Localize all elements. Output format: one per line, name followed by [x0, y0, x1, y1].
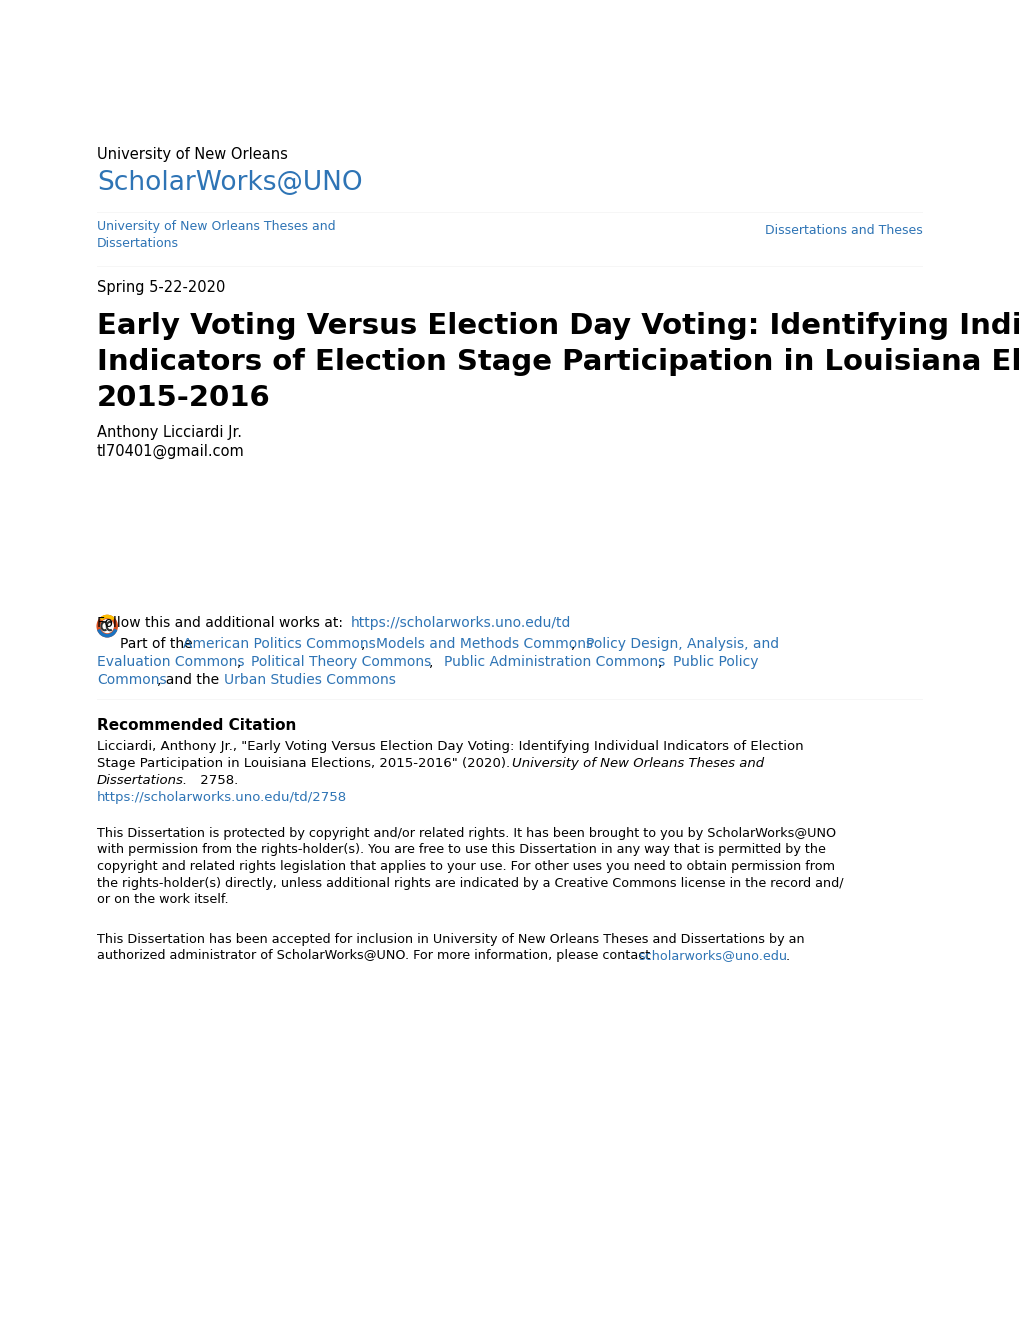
Text: authorized administrator of ScholarWorks@UNO. For more information, please conta: authorized administrator of ScholarWorks… [97, 949, 653, 962]
Text: Models and Methods Commons: Models and Methods Commons [376, 638, 592, 651]
Text: Dissertations: Dissertations [97, 238, 178, 249]
Text: Dissertations and Theses: Dissertations and Theses [764, 224, 922, 238]
Text: Part of the: Part of the [120, 638, 197, 651]
Wedge shape [100, 615, 115, 620]
Text: This Dissertation is protected by copyright and/or related rights. It has been b: This Dissertation is protected by copyri… [97, 828, 836, 840]
Text: https://scholarworks.uno.edu/td: https://scholarworks.uno.edu/td [351, 616, 571, 630]
Text: Anthony Licciardi Jr.: Anthony Licciardi Jr. [97, 425, 242, 440]
Text: University of New Orleans Theses and: University of New Orleans Theses and [97, 220, 335, 234]
Text: Urban Studies Commons: Urban Studies Commons [224, 673, 395, 686]
Text: copyright and related rights legislation that applies to your use. For other use: copyright and related rights legislation… [97, 861, 835, 873]
Text: ,: , [361, 638, 370, 651]
Text: scholarworks@uno.edu: scholarworks@uno.edu [637, 949, 787, 962]
Text: the rights-holder(s) directly, unless additional rights are indicated by a Creat: the rights-holder(s) directly, unless ad… [97, 876, 843, 890]
Text: This Dissertation has been accepted for inclusion in University of New Orleans T: This Dissertation has been accepted for … [97, 933, 804, 946]
Text: .: . [786, 949, 790, 962]
Text: with permission from the rights-holder(s). You are free to use this Dissertation: with permission from the rights-holder(s… [97, 843, 825, 857]
Text: Political Theory Commons: Political Theory Commons [251, 655, 431, 669]
Text: ,: , [236, 655, 246, 669]
Text: ScholarWorks@UNO: ScholarWorks@UNO [97, 170, 363, 195]
Text: Dissertations.: Dissertations. [97, 774, 187, 787]
Text: Recommended Citation: Recommended Citation [97, 718, 297, 733]
Text: ,: , [429, 655, 437, 669]
Text: or on the work itself.: or on the work itself. [97, 894, 228, 906]
Text: Stage Participation in Louisiana Elections, 2015-2016" (2020).: Stage Participation in Louisiana Electio… [97, 756, 514, 770]
Text: Early Voting Versus Election Day Voting: Identifying Individual: Early Voting Versus Election Day Voting:… [97, 312, 1019, 341]
Text: University of New Orleans Theses and: University of New Orleans Theses and [512, 756, 763, 770]
Text: ,: , [571, 638, 579, 651]
Text: ,: , [657, 655, 666, 669]
Text: Public Policy: Public Policy [673, 655, 758, 669]
Text: Licciardi, Anthony Jr., "Early Voting Versus Election Day Voting: Identifying In: Licciardi, Anthony Jr., "Early Voting Ve… [97, 741, 803, 752]
Text: tl70401@gmail.com: tl70401@gmail.com [97, 444, 245, 459]
Text: Indicators of Election Stage Participation in Louisiana Elections,: Indicators of Election Stage Participati… [97, 348, 1019, 376]
Text: University of New Orleans: University of New Orleans [97, 147, 287, 162]
Text: 2015-2016: 2015-2016 [97, 384, 270, 412]
Circle shape [97, 615, 118, 638]
Text: American Politics Commons: American Politics Commons [182, 638, 375, 651]
Wedge shape [97, 628, 117, 638]
Text: Policy Design, Analysis, and: Policy Design, Analysis, and [586, 638, 779, 651]
Text: Evaluation Commons: Evaluation Commons [97, 655, 245, 669]
Text: Commons: Commons [97, 673, 166, 686]
Text: 2758.: 2758. [196, 774, 238, 787]
Text: Follow this and additional works at:: Follow this and additional works at: [97, 616, 347, 630]
Text: , and the: , and the [157, 673, 223, 686]
Text: https://scholarworks.uno.edu/td/2758: https://scholarworks.uno.edu/td/2758 [97, 791, 346, 804]
Circle shape [101, 619, 114, 634]
Text: Spring 5-22-2020: Spring 5-22-2020 [97, 280, 225, 294]
Text: Public Administration Commons: Public Administration Commons [443, 655, 664, 669]
